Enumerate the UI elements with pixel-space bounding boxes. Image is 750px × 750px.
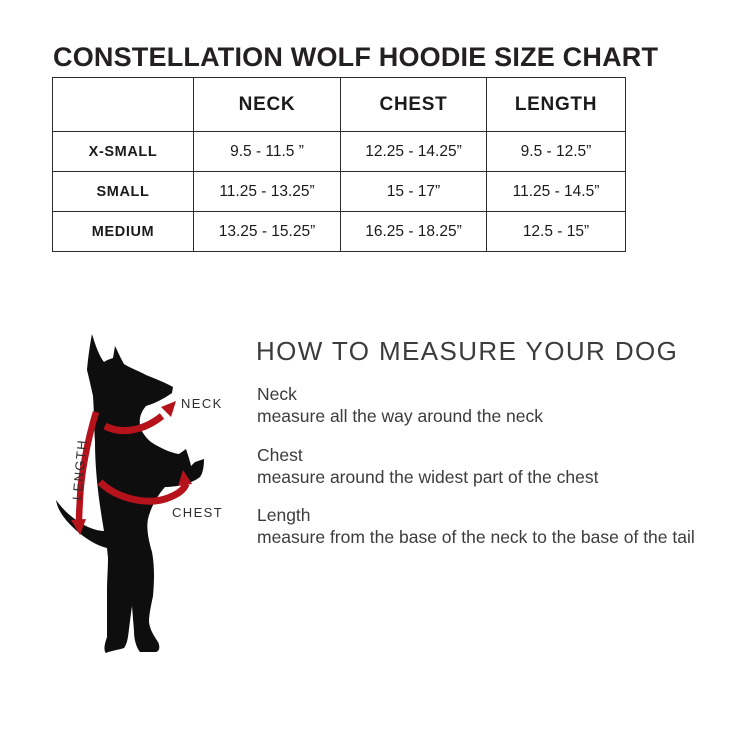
column-header-chest: CHEST — [340, 77, 487, 132]
instruction-neck: Neck measure all the way around the neck — [257, 384, 543, 427]
table-row-medium: MEDIUM 13.25 - 15.25” 16.25 - 18.25” 12.… — [52, 211, 626, 252]
size-label: SMALL — [52, 171, 194, 212]
chest-arrow-label: CHEST — [172, 505, 223, 520]
neck-arrow-label: NECK — [181, 396, 223, 411]
length-value: 11.25 - 14.5” — [486, 171, 626, 212]
instruction-label: Chest — [257, 445, 303, 465]
size-label: X-SMALL — [52, 131, 194, 172]
instruction-description: measure around the widest part of the ch… — [257, 466, 599, 487]
neck-value: 11.25 - 13.25” — [193, 171, 341, 212]
neck-arrow — [103, 401, 176, 435]
length-arrow — [71, 411, 100, 535]
column-header-neck: NECK — [193, 77, 341, 132]
instruction-label: Length — [257, 505, 311, 525]
column-header-blank — [52, 77, 194, 132]
header-row: NECK CHEST LENGTH — [52, 77, 626, 132]
instruction-length: Length measure from the base of the neck… — [257, 505, 695, 548]
neck-value: 9.5 - 11.5 ” — [193, 131, 341, 172]
instruction-description: measure all the way around the neck — [257, 405, 543, 426]
chest-value: 15 - 17” — [340, 171, 487, 212]
length-value: 12.5 - 15” — [486, 211, 626, 252]
size-chart-table: NECK CHEST LENGTH X-SMALL 9.5 - 11.5 ” 1… — [52, 77, 626, 252]
dog-silhouette-icon — [56, 334, 204, 653]
page-title: CONSTELLATION WOLF HOODIE SIZE CHART — [53, 42, 659, 72]
length-value: 9.5 - 12.5” — [486, 131, 626, 172]
table-row-xsmall: X-SMALL 9.5 - 11.5 ” 12.25 - 14.25” 9.5 … — [52, 131, 626, 172]
chest-value: 16.25 - 18.25” — [340, 211, 487, 252]
instruction-label: Neck — [257, 384, 297, 404]
neck-value: 13.25 - 15.25” — [193, 211, 341, 252]
table-row-small: SMALL 11.25 - 13.25” 15 - 17” 11.25 - 14… — [52, 171, 626, 212]
dog-measure-diagram: NECK LENGTH CHEST — [50, 330, 250, 665]
chest-arrow — [97, 470, 192, 505]
instruction-chest: Chest measure around the widest part of … — [257, 445, 598, 488]
column-header-length: LENGTH — [486, 77, 626, 132]
length-arrow-label: LENGTH — [69, 439, 89, 501]
chest-value: 12.25 - 14.25” — [340, 131, 487, 172]
size-label: MEDIUM — [52, 211, 194, 252]
instruction-description: measure from the base of the neck to the… — [257, 526, 695, 547]
howto-heading: HOW TO MEASURE YOUR DOG — [256, 336, 679, 366]
